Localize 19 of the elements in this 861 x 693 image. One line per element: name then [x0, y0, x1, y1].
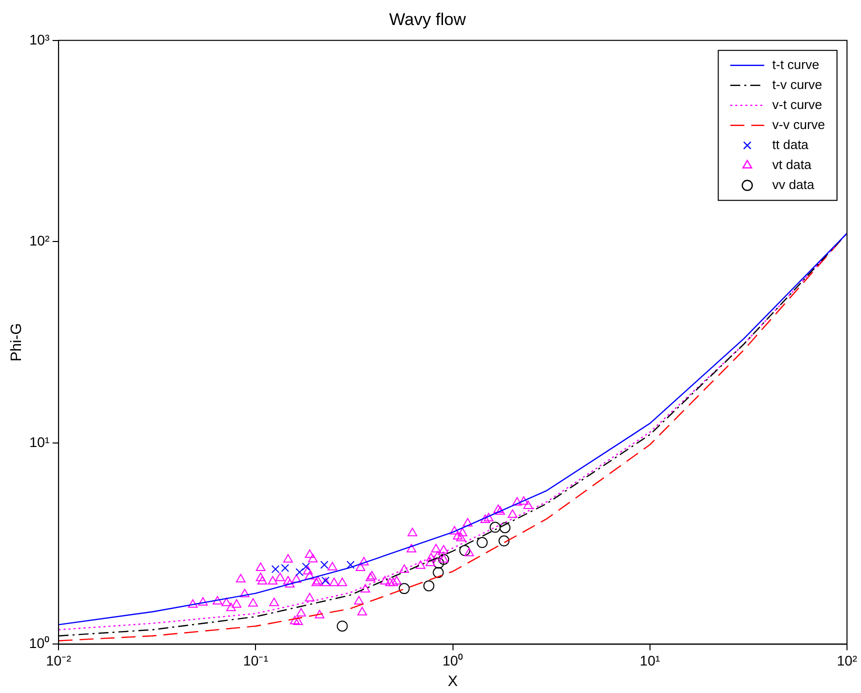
legend-label: vv data — [772, 176, 815, 192]
y-tick-label: 10⁰ — [28, 635, 50, 652]
y-tick-label: 10³ — [29, 31, 50, 48]
x-tick-label: 10⁰ — [442, 652, 464, 668]
legend-label: tt data — [772, 136, 810, 152]
legend-label: t-t curve — [772, 56, 820, 72]
x-tick-label: 10¹ — [640, 652, 660, 668]
y-tick-label: 10² — [29, 232, 50, 249]
chart-title: Wavy flow — [389, 10, 467, 29]
y-axis-title: Phi-G — [8, 323, 26, 362]
x-tick-label: 10² — [836, 652, 858, 668]
x-axis-title: X — [448, 673, 458, 690]
legend-label: t-v curve — [772, 76, 822, 92]
legend-label: v-v curve — [772, 116, 826, 132]
x-tick-label: 10⁻¹ — [243, 652, 269, 668]
x-tick-label: 10⁻² — [46, 652, 72, 668]
legend-label: v-t curve — [772, 96, 822, 112]
y-tick-label: 10¹ — [29, 434, 50, 450]
legend-label: vt data — [772, 156, 812, 172]
